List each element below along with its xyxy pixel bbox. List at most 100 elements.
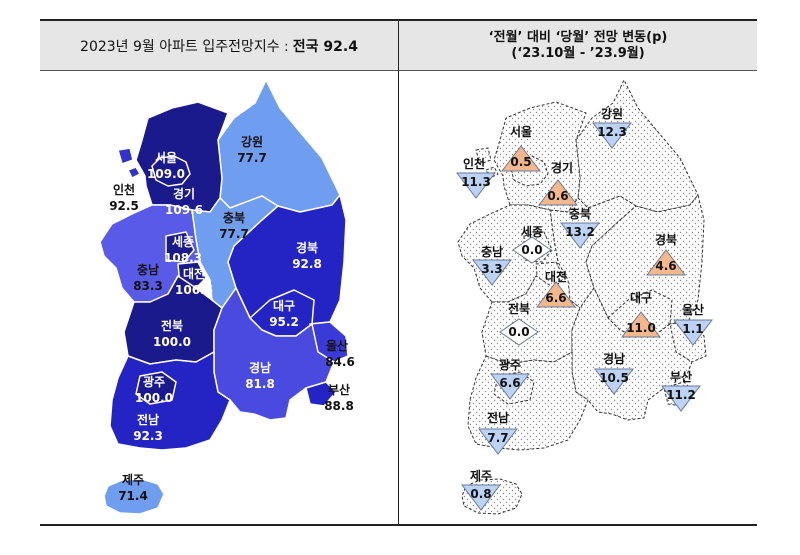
right-region-gyeongbuk [585,194,705,325]
left-value-daegu: 95.2 [269,315,299,329]
right-label-jeonnam: 전남 [487,410,509,425]
left-region-sejong [165,231,195,263]
left-value-chungbuk: 77.7 [219,227,249,241]
left-value-gyeongnam: 81.8 [245,377,275,391]
column-divider [398,19,399,526]
change-marker-gyeongnam [593,368,635,395]
right-panel-header: ‘전월’ 대비 ‘당월’ 전망 변동(p) (‘23.10월 - ’23.9월) [399,21,757,70]
change-marker-chungbuk [559,222,601,249]
left-value-jeju: 71.4 [118,489,148,503]
left-label-daejeon: 대전 [183,266,205,281]
left-label-gyeongnam: 경남 [249,360,271,375]
change-marker-incheon [455,172,497,199]
right-value-gyeonggi: 0.6 [547,189,568,203]
left-label-gangwon: 강원 [241,135,263,149]
right-value-incheon: 11.3 [461,175,491,189]
left-label-jeonnam: 전남 [137,412,159,427]
right-value-daegu: 11.0 [626,321,656,335]
change-marker-gwangju [489,373,531,400]
left-value-busan: 88.8 [324,399,354,413]
left-label-gwangju: 광주 [143,374,165,389]
left-value-sejong: 108.3 [164,251,202,265]
change-marker-gyeonggi [537,179,579,206]
right-value-gangwon: 12.3 [597,125,627,139]
change-marker-jeonnam [477,428,519,455]
left-value-jeonbuk: 100.0 [153,335,191,349]
right-label-incheon: 인천 [463,156,485,171]
right-value-jeonbuk: 0.0 [508,325,529,339]
right-label-ulsan: 울산 [682,302,704,317]
left-header-title: 2023년 9월 아파트 입주전망지수 : [80,38,289,55]
right-region-incheon [475,147,499,179]
left-label-gyeonggi: 경기 [173,186,195,201]
change-marker-jeonbuk [499,318,539,346]
right-label-gyeongbuk: 경북 [655,233,677,247]
left-region-seoul [151,155,191,187]
right-value-gwangju: 6.6 [499,376,520,390]
change-marker-jeju [460,484,502,511]
right-label-daejeon: 대전 [545,269,567,284]
left-label-incheon: 인천 [113,182,135,197]
right-value-seoul: 0.5 [510,155,531,169]
left-label-sejong: 세종 [172,234,194,249]
left-value-gyeonggi: 109.6 [165,203,203,217]
change-marker-chungnam [471,259,513,286]
right-region-chungnam [457,204,559,303]
change-marker-busan [660,385,702,412]
right-label-gyeonggi: 경기 [551,160,573,175]
right-label-gangwon: 강원 [601,107,623,121]
right-value-sejong: 0.0 [521,243,542,257]
right-region-gangwon [575,79,699,213]
left-label-seoul: 서울 [155,150,177,165]
right-header-line1: ‘전월’ 대비 ‘당월’ 전망 변동(p) [488,29,668,45]
left-label-daegu: 대구 [273,299,295,313]
right-value-jeju: 0.8 [470,487,491,501]
left-value-gwangju: 100.0 [135,391,173,405]
left-region-busan [305,381,337,407]
left-label-gyeongbuk: 경북 [296,241,318,255]
left-value-jeonnam: 92.3 [133,429,163,443]
right-value-jeonnam: 7.7 [487,431,508,445]
right-value-gyeongbuk: 4.6 [655,259,676,273]
right-label-chungbuk: 충북 [569,206,591,221]
right-region-gyeonggi [493,101,587,213]
right-value-gyeongnam: 10.5 [599,371,629,385]
change-marker-daejeon [535,281,577,308]
left-panel-header: 2023년 9월 아파트 입주전망지수 : 전국 92.4 [40,21,398,70]
left-region-jeju [103,478,165,515]
right-label-jeonbuk: 전북 [508,301,530,316]
right-value-daejeon: 6.6 [545,291,566,305]
left-value-gangwon: 77.7 [237,151,267,165]
left-value-gyeongbuk: 92.8 [292,257,322,271]
right-value-chungbuk: 13.2 [565,225,595,239]
left-region-gangwon [217,79,341,213]
right-value-ulsan: 1.1 [682,322,703,336]
change-marker-gangwon [591,122,633,149]
left-label-jeonbuk: 전북 [161,318,183,333]
right-label-gwangju: 광주 [499,357,521,372]
right-label-jeju: 제주 [470,469,492,483]
map-panel-frame: 2023년 9월 아파트 입주전망지수 : 전국 92.4 ‘전월’ 대비 ‘당… [40,19,757,527]
left-value-seoul: 109.0 [147,167,185,181]
left-value-ulsan: 84.6 [325,355,355,369]
right-header-line2: (‘23.10월 - ’23.9월) [511,45,645,61]
right-label-daegu: 대구 [630,291,652,305]
right-label-seoul: 서울 [510,124,532,139]
right-label-gyeongnam: 경남 [603,351,625,366]
right-label-sejong: 세종 [521,224,543,239]
left-value-daejeon: 106.6 [175,283,213,297]
left-label-chungbuk: 충북 [223,210,245,225]
change-marker-ulsan [672,319,714,346]
left-label-jeju: 제주 [122,473,144,487]
bottom-rule [40,524,757,526]
change-marker-daegu [620,311,662,338]
left-value-incheon: 92.5 [109,199,139,213]
left-region-incheon [117,147,141,179]
right-value-busan: 11.2 [666,388,696,402]
change-marker-seoul [500,145,542,172]
change-marker-gyeongbuk [645,249,687,276]
right-label-busan: 부산 [670,369,692,384]
right-value-chungnam: 3.3 [481,262,502,276]
left-region-gwangju [135,371,177,405]
